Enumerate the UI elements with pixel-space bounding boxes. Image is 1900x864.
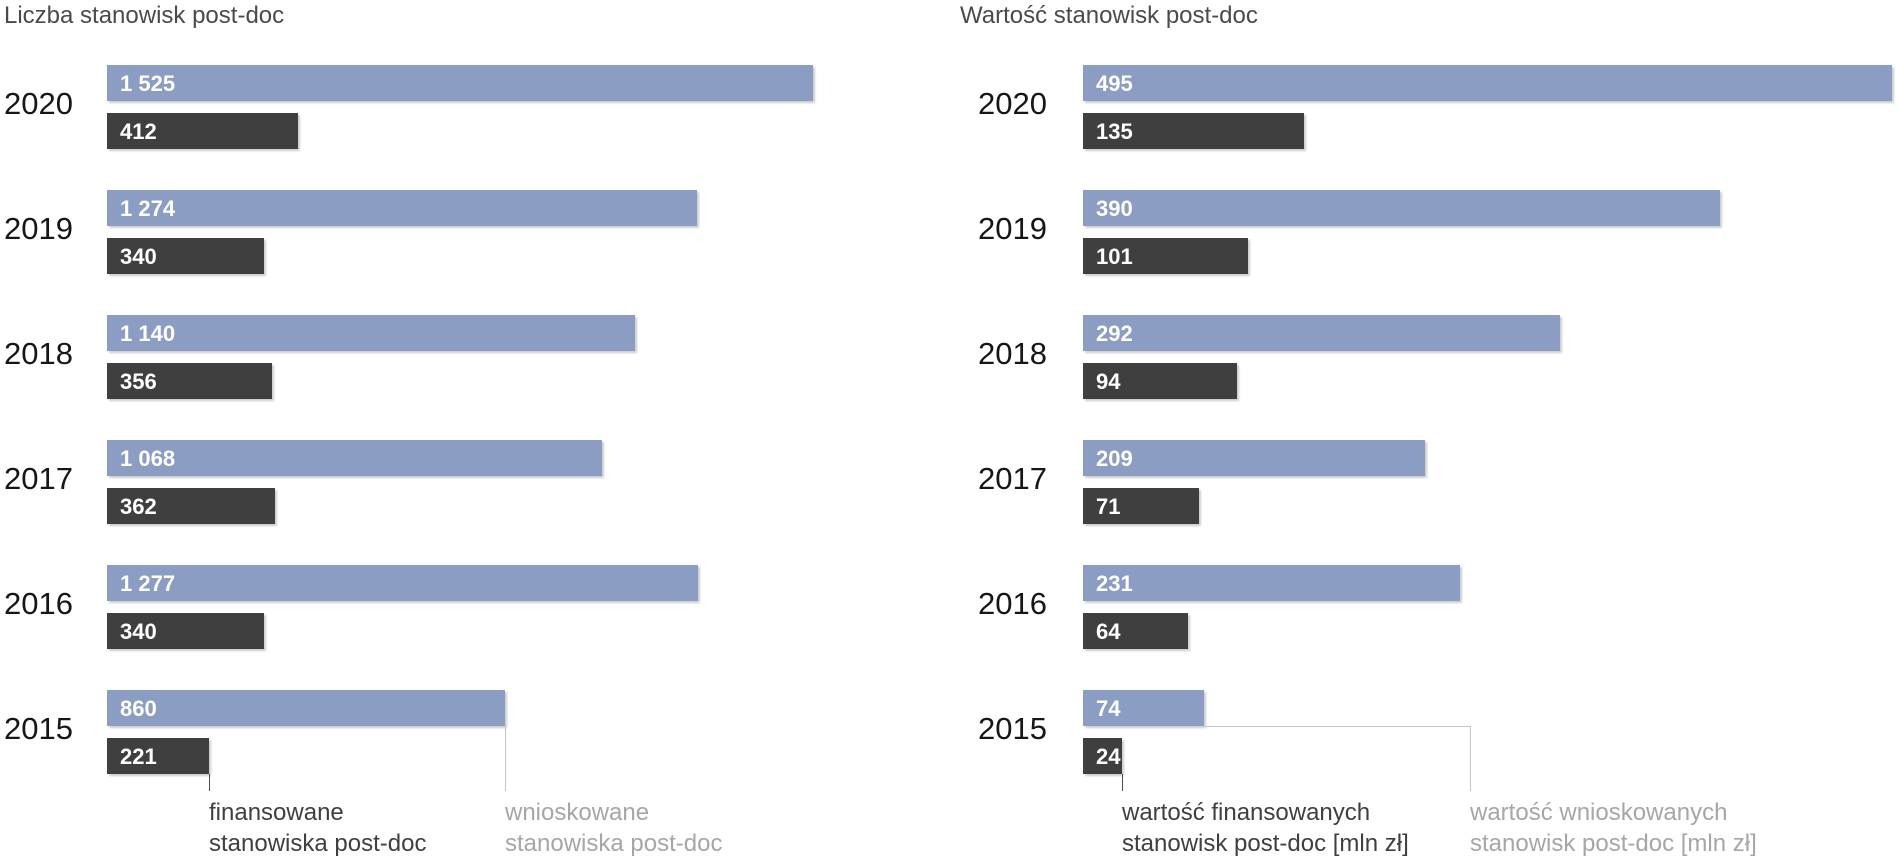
legend-line: wnioskowane: [505, 799, 650, 826]
bar-value-label: 1 277: [120, 571, 176, 596]
year-group: 2020 495 135: [950, 65, 1900, 150]
funded-bar: 356: [107, 363, 272, 399]
year-label: 2020: [978, 86, 1047, 121]
requested-leader-line: [505, 726, 506, 791]
bar-value-label: 390: [1096, 196, 1133, 221]
year-label: 2015: [4, 711, 73, 746]
bar-value-label: 1 525: [120, 71, 176, 96]
legend-requested-label: wartość wnioskowanych stanowisk post-doc…: [1470, 797, 1757, 859]
bar-value-label: 340: [120, 619, 157, 644]
bar-value-label: 860: [120, 696, 157, 721]
funded-bar: 221: [107, 738, 209, 774]
requested-bar: 292: [1083, 315, 1560, 351]
year-group: 2019 390 101: [950, 190, 1900, 275]
chart-value-bars-area: 2020 495 135 2019 390 101 2018 292 94 2017 209 71 20…: [950, 0, 1900, 864]
legend-requested-label: wnioskowane stanowiska post-doc: [505, 797, 722, 859]
funded-bar: 101: [1083, 238, 1248, 274]
bar-value-label: 1 068: [120, 446, 176, 471]
year-group: 2020 1 525 412: [0, 65, 950, 150]
legend-line: stanowisk post-doc [mln zł]: [1470, 830, 1757, 857]
bar-value-label: 135: [1096, 119, 1133, 144]
bar-value-label: 292: [1096, 321, 1133, 346]
bar-value-label: 412: [120, 119, 157, 144]
legend-line: stanowisk post-doc [mln zł]: [1122, 830, 1409, 857]
funded-bar: 94: [1083, 363, 1237, 399]
bar-value-label: 74: [1096, 696, 1121, 721]
requested-bar: 1 274: [107, 190, 697, 226]
requested-bar: 495: [1083, 65, 1892, 101]
bar-value-label: 221: [120, 744, 157, 769]
requested-bar: 860: [107, 690, 505, 726]
chart-count-panel: Liczba stanowisk post-doc 2020 1 525 412 20…: [0, 2, 950, 859]
requested-bar: 74: [1083, 690, 1204, 726]
legend-funded-label: wartość finansowanych stanowisk post-doc…: [1122, 797, 1409, 859]
bar-value-label: 231: [1096, 571, 1133, 596]
funded-leader-line: [209, 774, 210, 791]
bar-value-label: 356: [120, 369, 157, 394]
bar-value-label: 94: [1096, 369, 1121, 394]
bar-value-label: 71: [1096, 494, 1121, 519]
legend-line: stanowiska post-doc: [505, 830, 723, 857]
year-group: 2019 1 274 340: [0, 190, 950, 275]
year-label: 2019: [4, 211, 73, 246]
legend-line: wartość wnioskowanych: [1470, 799, 1728, 826]
legend-line: finansowane: [209, 799, 344, 826]
bar-value-label: 1 274: [120, 196, 176, 221]
funded-bar: 412: [107, 113, 298, 149]
year-group: 2018 1 140 356: [0, 315, 950, 400]
year-group: 2017 1 068 362: [0, 440, 950, 525]
legend-line: wartość finansowanych: [1122, 799, 1371, 826]
legend-funded-label: finansowane stanowiska post-doc: [209, 797, 426, 859]
requested-bar: 1 277: [107, 565, 698, 601]
requested-leader-line: [1470, 726, 1471, 791]
year-label: 2019: [978, 211, 1047, 246]
funded-leader-line: [1122, 774, 1123, 791]
year-group: 2015 860 221: [0, 690, 950, 775]
bar-value-label: 362: [120, 494, 157, 519]
requested-bar: 390: [1083, 190, 1720, 226]
bar-value-label: 64: [1096, 619, 1121, 644]
bar-value-label: 209: [1096, 446, 1133, 471]
bar-value-label: 340: [120, 244, 157, 269]
year-label: 2016: [978, 586, 1047, 621]
year-label: 2018: [4, 336, 73, 371]
funded-bar: 71: [1083, 488, 1199, 524]
year-group: 2018 292 94: [950, 315, 1900, 400]
chart-value-panel: Wartość stanowisk post-doc 2020 495 135 201…: [950, 0, 1900, 864]
requested-bar: 231: [1083, 565, 1460, 601]
year-label: 2017: [978, 461, 1047, 496]
year-label: 2018: [978, 336, 1047, 371]
legend-line: stanowiska post-doc: [209, 830, 427, 857]
year-label: 2015: [978, 711, 1047, 746]
year-label: 2016: [4, 586, 73, 621]
bar-value-label: 495: [1096, 71, 1133, 96]
requested-bar: 209: [1083, 440, 1425, 476]
requested-bar: 1 140: [107, 315, 635, 351]
year-label: 2017: [4, 461, 73, 496]
requested-bar: 1 525: [107, 65, 813, 101]
funded-bar: 362: [107, 488, 275, 524]
year-group: 2015 74 24: [950, 690, 1900, 775]
chart-count-bars-area: 2020 1 525 412 2019 1 274 340 2018 1 140 356 2017…: [0, 65, 950, 775]
bar-value-label: 24: [1096, 744, 1121, 769]
bar-value-label: 101: [1096, 244, 1133, 269]
funded-bar: 64: [1083, 613, 1188, 649]
requested-bar: 1 068: [107, 440, 602, 476]
funded-bar: 340: [107, 613, 264, 649]
funded-bar: 135: [1083, 113, 1304, 149]
chart-value-title: Wartość stanowisk post-doc: [960, 2, 1258, 29]
year-group: 2016 231 64: [950, 565, 1900, 650]
bar-value-label: 1 140: [120, 321, 176, 346]
funded-bar: 24: [1083, 738, 1122, 774]
year-group: 2017 209 71: [950, 440, 1900, 525]
year-group: 2016 1 277 340: [0, 565, 950, 650]
year-label: 2020: [4, 86, 73, 121]
requested-leader-elbow-line: [1204, 726, 1470, 727]
funded-bar: 340: [107, 238, 264, 274]
chart-count-title: Liczba stanowisk post-doc: [4, 2, 285, 29]
